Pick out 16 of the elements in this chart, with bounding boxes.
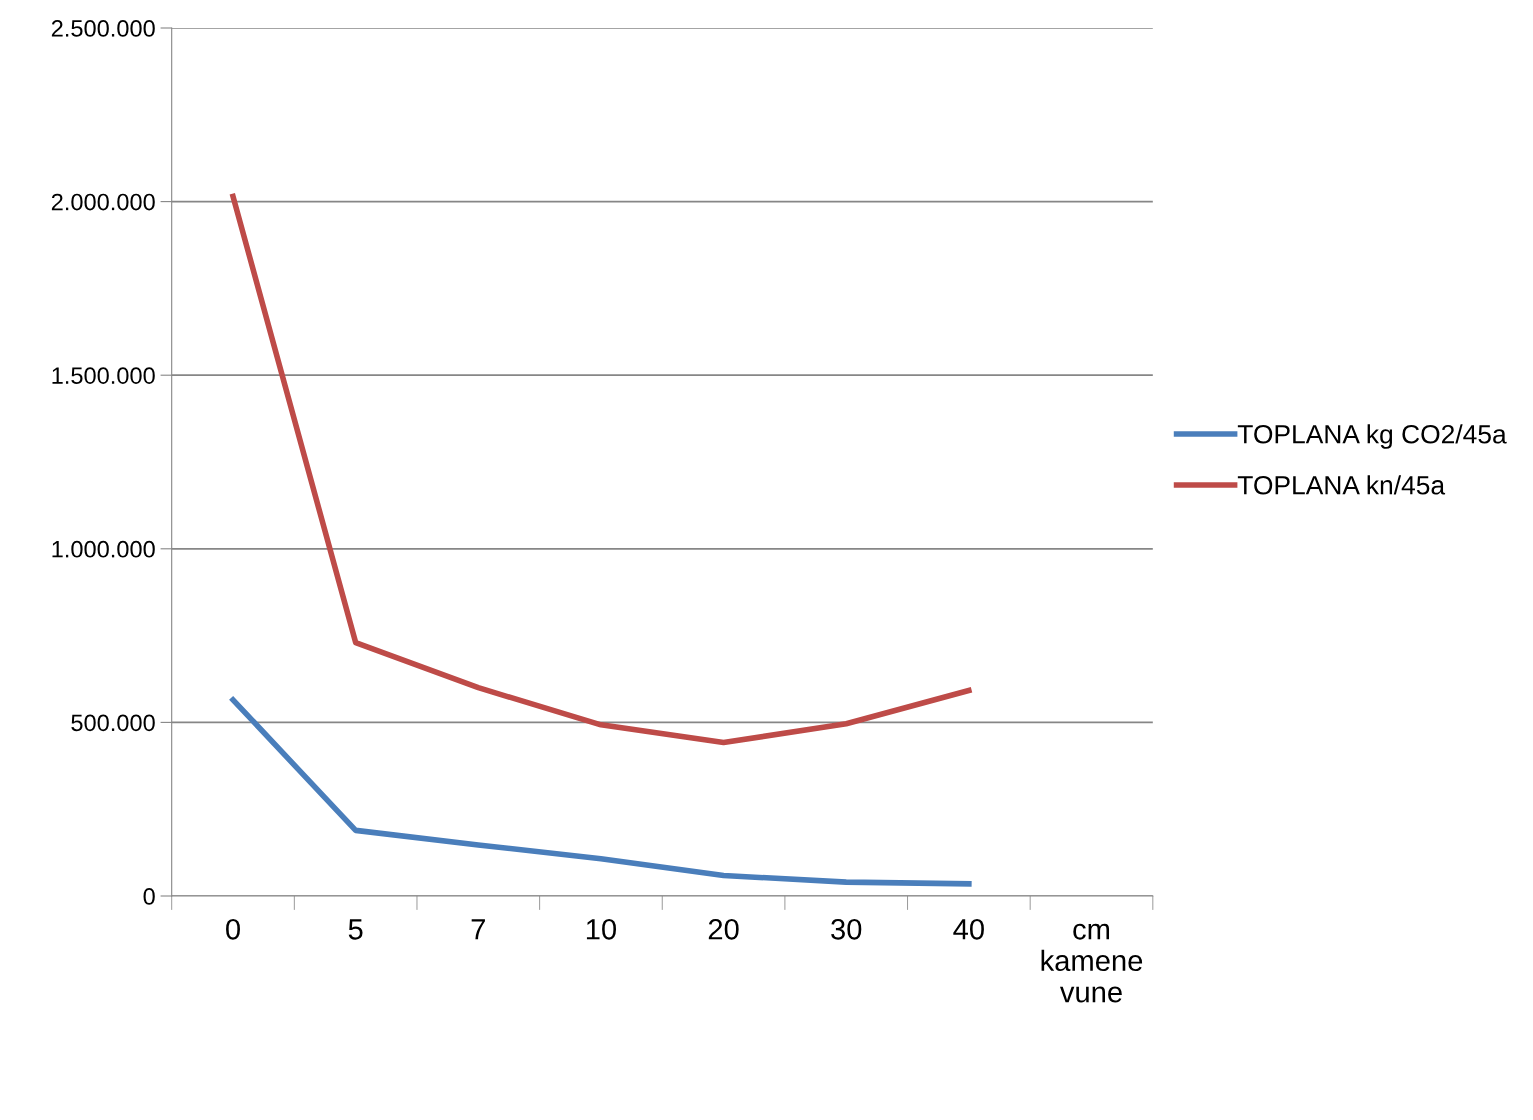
y-tick-label: 0 [143, 888, 155, 905]
y-tick-label: 2.000.000 [51, 193, 155, 211]
x-tick-label: 10 [586, 918, 617, 940]
y-tick-label: 1.500.000 [52, 367, 155, 384]
y-tick-label: 2.500.000 [51, 20, 155, 37]
x-tick-label: 5 [348, 919, 363, 940]
y-tick-label: 1.000.000 [52, 540, 155, 558]
x-tick-label: 7 [471, 919, 485, 940]
x-tick-label: cm kamene vune [1041, 923, 1143, 1003]
x-tick-label: 20 [708, 918, 739, 940]
legend-label: TOPLANA kn/45a [1237, 475, 1446, 495]
x-tick-label: 0 [226, 918, 240, 940]
y-tick-label: 500.000 [71, 714, 155, 732]
legend-label: TOPLANA kg CO2/45a [1237, 424, 1507, 449]
x-tick-label: 40 [953, 918, 984, 940]
x-tick-label: 30 [831, 918, 862, 940]
